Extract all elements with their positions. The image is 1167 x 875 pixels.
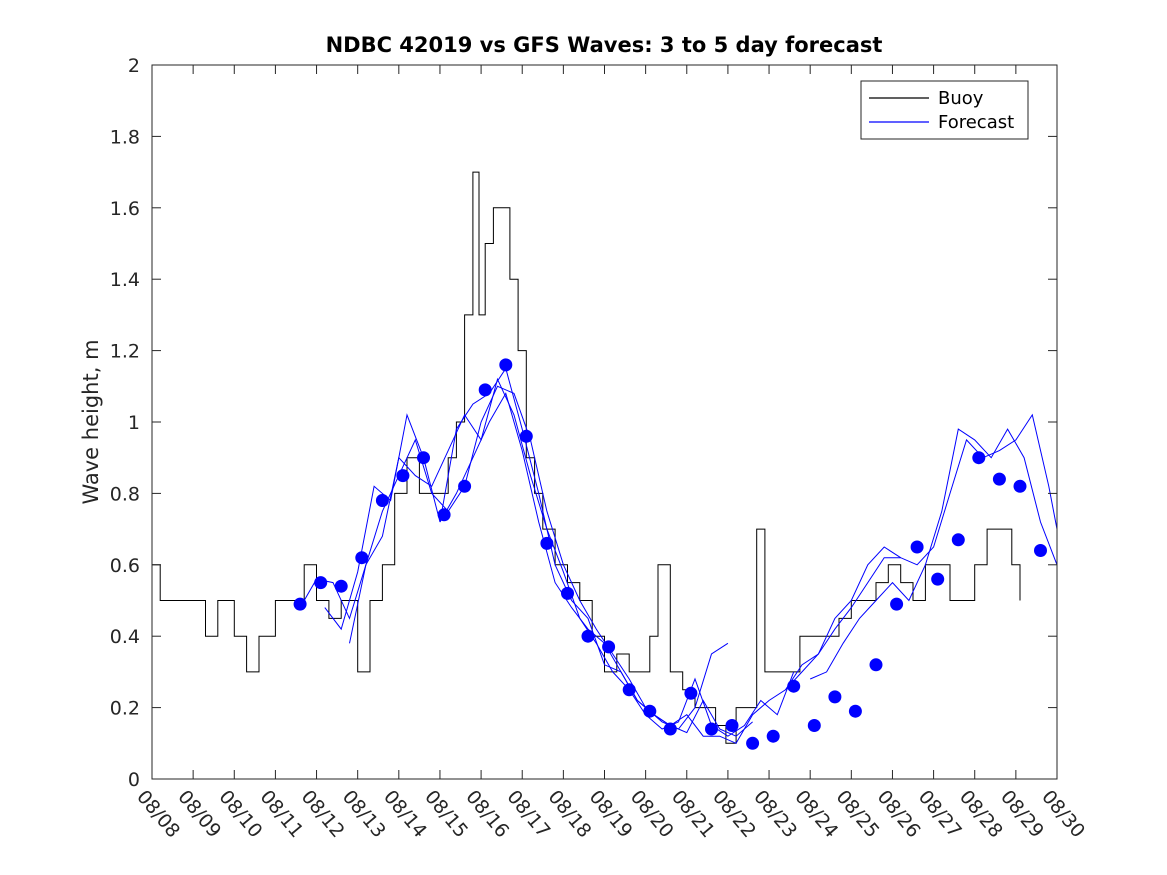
forecast-marker [540,536,554,550]
forecast-marker [992,472,1006,486]
forecast-marker [458,479,472,493]
forecast-marker [684,686,698,700]
y-tick-label: 1.8 [110,126,140,148]
forecast-marker [1013,479,1027,493]
y-axis-ticks: 0 0.2 0.4 0.6 0.8 1 1.2 1.4 1.6 1.8 2 [110,55,1057,791]
forecast-marker [1034,544,1047,557]
forecast-marker [643,704,657,718]
y-tick-label: 0.4 [110,626,140,648]
y-tick-label: 1.4 [110,269,140,291]
y-tick-label: 0.8 [110,483,140,505]
forecast-marker [581,629,595,643]
forecast-marker [499,358,513,372]
forecast-marker [519,429,533,443]
series-layer [152,171,1058,744]
forecast-marker [478,383,492,397]
y-tick-label: 0 [128,769,140,791]
forecast-marker [746,736,760,750]
forecast-marker [828,690,842,704]
forecast-marker [951,533,965,547]
legend-forecast-label: Forecast [938,112,1014,133]
legend: Buoy Forecast [860,80,1029,140]
forecast-marker [602,640,616,654]
marker-layer [293,358,1047,750]
forecast-marker [766,729,780,743]
forecast-marker [705,722,718,736]
y-axis-label: Wave height, m [79,339,103,504]
forecast-marker [314,576,328,590]
y-tick-label: 1.6 [110,198,140,220]
forecast-marker [787,679,801,693]
forecast-marker [869,658,883,672]
legend-box [860,80,1029,140]
forecast-marker [622,683,636,697]
y-tick-label: 2 [128,55,140,77]
forecast-marker [725,719,739,732]
buoy-line [152,171,1021,744]
forecast-marker [375,494,389,507]
forecast-marker [972,451,986,465]
forecast-marker [293,597,307,611]
chart-title: NDBC 42019 vs GFS Waves: 3 to 5 day fore… [326,33,883,57]
forecast-line [810,428,1058,680]
forecast-marker [396,469,410,483]
forecast-line [785,413,1058,691]
forecast-line [299,385,729,730]
forecast-marker [848,704,862,718]
forecast-marker [561,586,574,600]
y-tick-label: 1 [128,412,140,434]
forecast-marker [417,451,430,465]
y-tick-label: 0.6 [110,555,140,577]
forecast-marker [807,719,821,732]
forecast-marker [931,572,945,586]
y-tick-label: 0.2 [110,698,140,720]
forecast-marker [334,579,348,593]
forecast-marker [663,722,677,736]
legend-buoy-label: Buoy [938,88,984,109]
forecast-marker [355,551,369,565]
forecast-marker [437,508,451,522]
y-tick-label: 1.2 [110,341,140,363]
forecast-marker [910,540,924,554]
forecast-marker [890,597,904,611]
